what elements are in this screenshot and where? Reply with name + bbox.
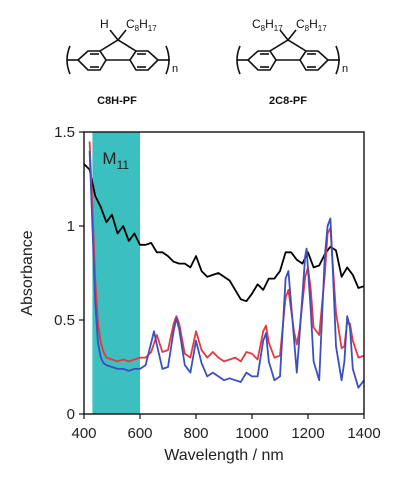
- y-tick-label: 1: [67, 218, 75, 235]
- chain-h: H: [309, 17, 318, 31]
- chain-sub8: 8: [135, 24, 140, 33]
- absorbance-chart: 400 600 800 1000 1200 1400 0 0.5 1 1.5 M11 Wavele…: [19, 124, 381, 464]
- chain-sub17: 17: [318, 24, 327, 33]
- repeat-n-right: n: [342, 63, 348, 75]
- x-tick-label: 1200: [291, 425, 324, 442]
- repeat-bracket-right: [335, 45, 340, 75]
- annotation-m11-sub: 11: [117, 158, 130, 172]
- chain-label-left: C8H17: [126, 17, 157, 33]
- y-tick-label: 0.5: [54, 312, 75, 329]
- bond-chain-right: [287, 29, 297, 41]
- bond-h: [109, 29, 119, 41]
- series-line-black: [83, 163, 365, 303]
- bond-chain-left: [279, 29, 289, 41]
- structure-c8h-pf: [66, 29, 170, 75]
- y-tick-label: 1.5: [54, 124, 75, 141]
- series-layer: [83, 141, 365, 389]
- chain-c: C: [252, 17, 261, 31]
- m11-highlight-region: [92, 132, 140, 414]
- chain-h: H: [139, 17, 148, 31]
- annotation-m11-main: M: [102, 149, 116, 168]
- repeat-bracket-right: [165, 45, 170, 75]
- structure-2c8-pf: [236, 29, 340, 75]
- ticks-layer: 400 600 800 1000 1200 1400 0 0.5 1 1.5: [54, 124, 381, 442]
- annotation-m11: M11: [102, 149, 129, 172]
- chain-label-right-2: C8H17: [296, 17, 327, 33]
- x-tick-label: 600: [127, 425, 152, 442]
- five-ring: [269, 39, 307, 52]
- structure-label-right: 2C8-PF: [269, 95, 307, 107]
- repeat-n-left: n: [172, 63, 178, 75]
- x-tick-label: 1000: [235, 425, 268, 442]
- x-axis-label: Wavelength / nm: [164, 447, 283, 464]
- x-tick-label: 1400: [347, 425, 380, 442]
- annotation-layer: M11: [102, 149, 129, 172]
- substituent-h-label: H: [100, 17, 109, 31]
- chain-c: C: [126, 17, 135, 31]
- y-axis-label: Absorbance: [19, 230, 36, 315]
- bond-chain: [117, 29, 127, 41]
- x-tick-label: 400: [71, 425, 96, 442]
- five-ring: [99, 39, 137, 52]
- chain-sub17: 17: [148, 24, 157, 33]
- plot-frame: [83, 131, 365, 415]
- chain-c: C: [296, 17, 305, 31]
- chain-sub8: 8: [261, 24, 266, 33]
- y-tick-label: 0: [67, 406, 75, 423]
- series-line-blue: [88, 150, 365, 389]
- chain-sub8: 8: [305, 24, 310, 33]
- chain-sub17: 17: [274, 24, 283, 33]
- chain-label-right-1: C8H17: [252, 17, 283, 33]
- chain-h: H: [265, 17, 274, 31]
- m11-region-layer: [92, 132, 140, 414]
- structure-label-left: C8H-PF: [97, 95, 137, 107]
- x-tick-label: 800: [183, 425, 208, 442]
